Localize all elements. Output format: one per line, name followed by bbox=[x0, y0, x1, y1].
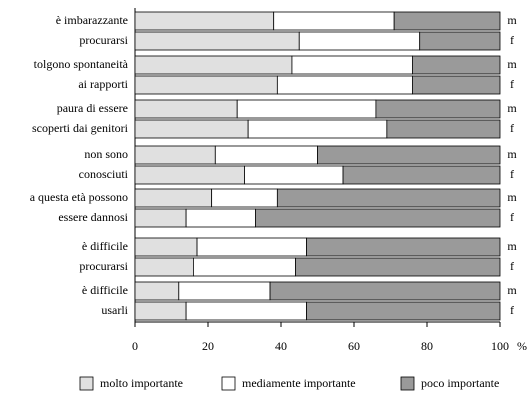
subgroup-label: m bbox=[507, 57, 517, 71]
subgroup-label: f bbox=[510, 210, 514, 224]
x-unit: % bbox=[517, 339, 527, 353]
bar-segment bbox=[306, 301, 501, 321]
bar-segment bbox=[291, 55, 413, 75]
bar-segment bbox=[375, 99, 501, 119]
category-label: essere dannosi bbox=[58, 210, 128, 224]
bar-segment bbox=[134, 119, 249, 139]
legend-label: molto importante bbox=[100, 376, 183, 390]
bar-segment bbox=[273, 11, 395, 31]
subgroup-label: m bbox=[507, 13, 517, 27]
legend-label: poco importante bbox=[421, 376, 499, 390]
bar-segment bbox=[295, 257, 501, 277]
bar-segment bbox=[134, 165, 245, 185]
bar-segment bbox=[134, 55, 293, 75]
bar-segment bbox=[386, 119, 501, 139]
bar-segment bbox=[276, 75, 413, 95]
bar-segment bbox=[276, 188, 501, 208]
bar-segment bbox=[185, 301, 307, 321]
bar-segment bbox=[298, 31, 421, 51]
category-label: usarli bbox=[101, 303, 128, 317]
bar-segment bbox=[244, 165, 344, 185]
category-label: a questa età possono bbox=[30, 190, 128, 204]
bar-segment bbox=[134, 31, 300, 51]
legend-label: mediamente importante bbox=[242, 376, 356, 390]
bar-segment bbox=[134, 11, 275, 31]
bar-segment bbox=[419, 31, 501, 51]
subgroup-label: f bbox=[510, 167, 514, 181]
category-label: procurarsi bbox=[79, 259, 128, 273]
category-label: conosciuti bbox=[79, 167, 129, 181]
legend-swatch bbox=[221, 376, 236, 391]
subgroup-label: m bbox=[507, 190, 517, 204]
legend-swatch bbox=[400, 376, 415, 391]
bar-segment bbox=[247, 119, 388, 139]
category-label: ai rapporti bbox=[78, 77, 128, 91]
bar-segment bbox=[269, 281, 501, 301]
subgroup-label: f bbox=[510, 121, 514, 135]
category-label: è difficile bbox=[82, 239, 128, 253]
bar-segment bbox=[134, 301, 187, 321]
bar-segment bbox=[134, 257, 194, 277]
legend-swatch bbox=[79, 376, 94, 391]
subgroup-label: m bbox=[507, 283, 517, 297]
x-tick-label: 100 bbox=[491, 339, 509, 353]
subgroup-label: m bbox=[507, 239, 517, 253]
bar-segment bbox=[411, 75, 501, 95]
subgroup-label: f bbox=[510, 33, 514, 47]
bar-segment bbox=[134, 281, 180, 301]
bar-segment bbox=[255, 208, 501, 228]
category-label: è difficile bbox=[82, 283, 128, 297]
bar-segment bbox=[134, 208, 187, 228]
x-tick-label: 20 bbox=[202, 339, 214, 353]
bar-segment bbox=[178, 281, 271, 301]
bar-segment bbox=[214, 145, 318, 165]
bar-segment bbox=[411, 55, 501, 75]
category-label: procurarsi bbox=[79, 33, 128, 47]
x-tick-label: 80 bbox=[421, 339, 433, 353]
bar-segment bbox=[134, 188, 213, 208]
bar-segment bbox=[134, 99, 238, 119]
bar-segment bbox=[393, 11, 501, 31]
bar-segment bbox=[134, 75, 278, 95]
category-label: tolgono spontaneità bbox=[34, 57, 129, 71]
bar-segment bbox=[236, 99, 377, 119]
bar-segment bbox=[134, 145, 216, 165]
subgroup-label: f bbox=[510, 303, 514, 317]
category-label: è imbarazzante bbox=[56, 13, 128, 27]
bar-segment bbox=[185, 208, 256, 228]
category-label: non sono bbox=[84, 147, 128, 161]
subgroup-label: f bbox=[510, 77, 514, 91]
subgroup-label: m bbox=[507, 147, 517, 161]
bar-segment bbox=[342, 165, 501, 185]
bar-segment bbox=[196, 237, 307, 257]
subgroup-label: f bbox=[510, 259, 514, 273]
x-tick-label: 0 bbox=[132, 339, 138, 353]
bar-segment bbox=[134, 237, 198, 257]
category-label: paura di essere bbox=[57, 101, 128, 115]
subgroup-label: m bbox=[507, 101, 517, 115]
bar-segment bbox=[306, 237, 501, 257]
bar-segment bbox=[211, 188, 278, 208]
category-label: scoperti dai genitori bbox=[32, 121, 129, 135]
x-tick-label: 60 bbox=[348, 339, 360, 353]
bar-segment bbox=[317, 145, 501, 165]
x-tick-label: 40 bbox=[275, 339, 287, 353]
bar-segment bbox=[192, 257, 296, 277]
